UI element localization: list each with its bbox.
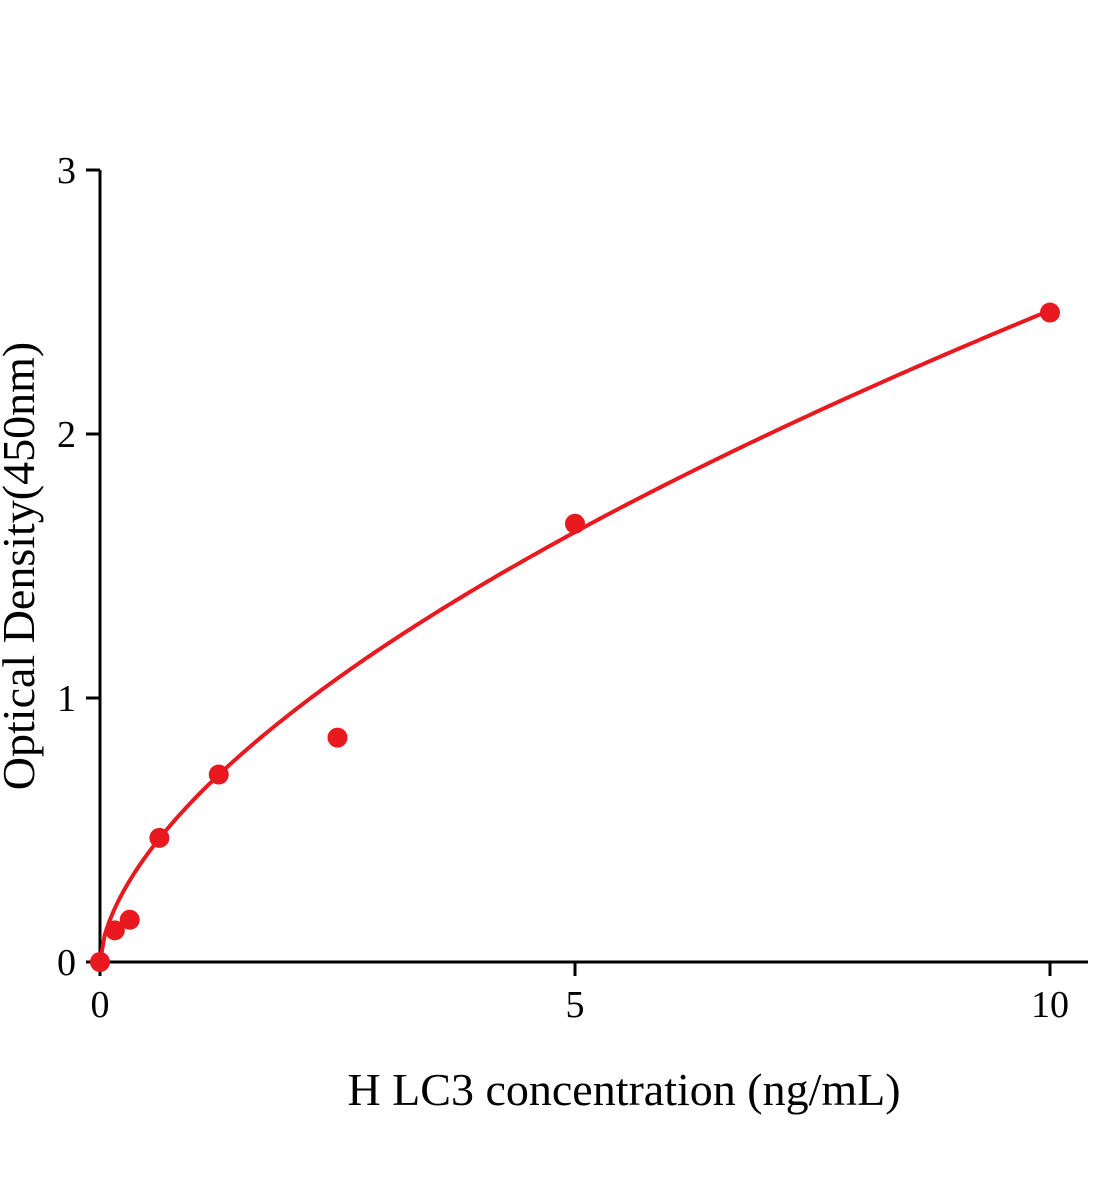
data-point xyxy=(104,920,125,941)
x-axis-label: H LC3 concentration (ng/mL) xyxy=(347,1064,900,1115)
fit-curve xyxy=(98,308,1052,964)
x-tick-label: 0 xyxy=(91,984,110,1026)
data-point xyxy=(327,727,348,748)
y-tick-label: 2 xyxy=(57,414,76,456)
x-tick-label: 5 xyxy=(566,984,585,1026)
data-point xyxy=(90,952,110,972)
y-tick-label: 3 xyxy=(57,150,76,192)
data-point xyxy=(208,764,229,785)
x-tick-label: 10 xyxy=(1031,984,1069,1026)
data-point xyxy=(565,513,585,534)
y-tick-label: 0 xyxy=(57,942,76,984)
data-point xyxy=(149,827,170,848)
plot-area: 0 5 10 0 1 2 3 xyxy=(57,150,1088,1026)
data-point xyxy=(119,909,140,930)
y-tick-label: 1 xyxy=(57,678,76,720)
y-axis-label: Optical Density(450nm) xyxy=(0,342,44,790)
data-point xyxy=(1040,302,1060,323)
